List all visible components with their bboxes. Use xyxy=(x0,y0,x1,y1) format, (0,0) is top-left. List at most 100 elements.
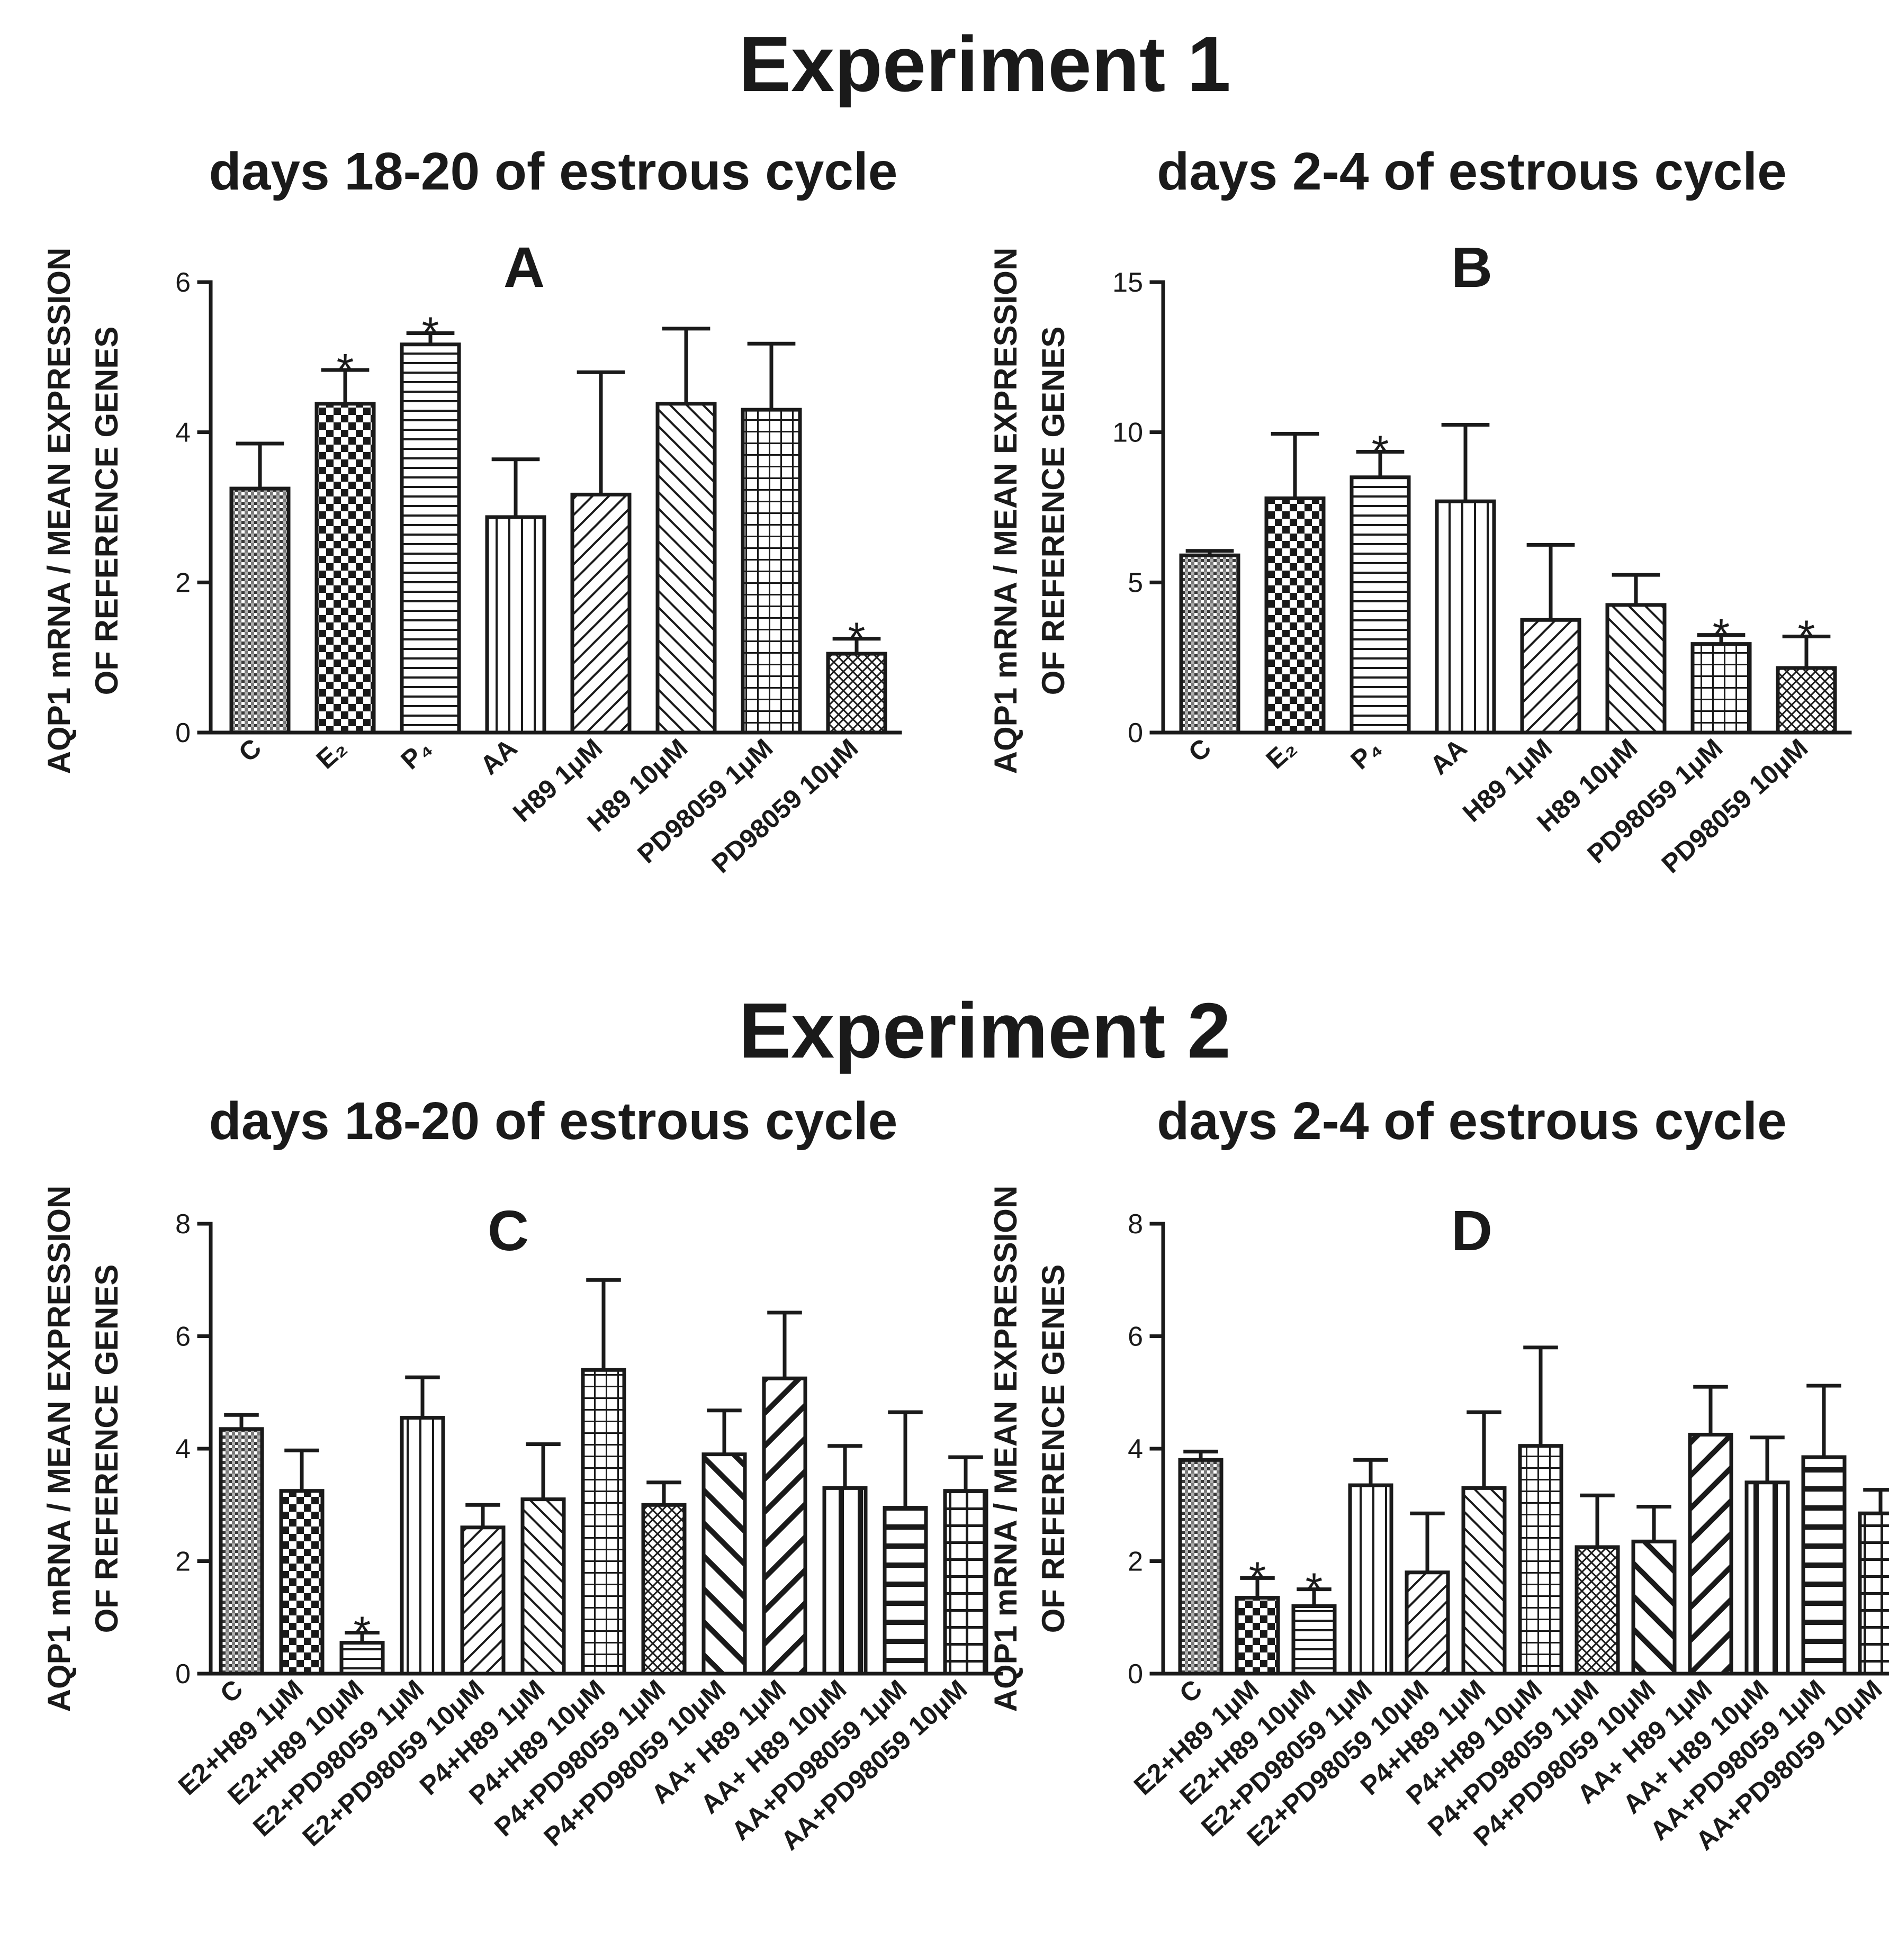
bar-11 xyxy=(1744,1480,1790,1676)
bar-12 xyxy=(1801,1455,1847,1676)
bar-6 xyxy=(1605,603,1667,735)
panel-subtitle: days 2-4 of estrous cycle xyxy=(1157,1091,1786,1151)
panel-letter: A xyxy=(503,235,545,299)
bar-2 xyxy=(1235,1596,1280,1676)
error-bar-4 xyxy=(1441,422,1490,502)
error-bar-7 xyxy=(747,341,796,410)
bar-13 xyxy=(943,1489,988,1676)
error-bar-7 xyxy=(1523,1345,1558,1446)
error-bar-3 xyxy=(1297,1587,1332,1606)
bar-1 xyxy=(1179,553,1240,735)
bar-5 xyxy=(570,492,632,735)
chart-panel-a: days 18-20 of estrous cycle A AQP1 mRNA / … xyxy=(41,142,902,879)
y-tick-label: 10 xyxy=(1112,418,1143,448)
bar-5 xyxy=(1405,1570,1450,1676)
error-bar-9 xyxy=(707,1408,742,1455)
bar-1 xyxy=(219,1427,264,1676)
error-bar-6 xyxy=(662,327,710,404)
significance-mark: * xyxy=(354,1607,371,1657)
y-tick-label: 8 xyxy=(175,1209,191,1240)
error-bar-4 xyxy=(1353,1458,1388,1486)
error-bar-13 xyxy=(948,1455,983,1491)
error-bar-11 xyxy=(1750,1435,1785,1483)
error-bar-6 xyxy=(1467,1410,1501,1488)
bar-10 xyxy=(762,1376,807,1676)
y-tick-label: 2 xyxy=(175,567,191,598)
significance-mark: * xyxy=(1798,611,1815,661)
bar-4 xyxy=(485,515,546,735)
bar-8 xyxy=(641,1503,687,1676)
x-category-label: C xyxy=(233,733,267,768)
bar-6 xyxy=(655,402,717,735)
panel-subtitle: days 2-4 of estrous cycle xyxy=(1157,142,1786,201)
y-tick-label: 0 xyxy=(1128,718,1143,748)
bar-11 xyxy=(822,1486,868,1676)
significance-mark: * xyxy=(848,613,866,663)
panel-letter: C xyxy=(488,1198,529,1262)
x-category-label: AA xyxy=(1424,733,1472,781)
error-bar-10 xyxy=(1693,1385,1728,1435)
chart-panel-d: days 2-4 of estrous cycle D AQP1 mRNA / ME… xyxy=(988,1091,1889,1856)
y-tick-label: 4 xyxy=(175,418,191,448)
y-tick-label: 5 xyxy=(1128,567,1143,598)
bar-3 xyxy=(400,342,461,735)
chart-panel-b: days 2-4 of estrous cycle B AQP1 mRNA / ME… xyxy=(988,142,1852,879)
bar-4 xyxy=(1435,499,1496,735)
error-bar-8 xyxy=(1580,1493,1615,1547)
error-bar-12 xyxy=(1806,1384,1841,1457)
error-bar-5 xyxy=(577,370,625,495)
y-tick-label: 4 xyxy=(1128,1434,1143,1465)
y-axis-title-line-2: OF REFERENCE GENES xyxy=(1036,1264,1071,1633)
error-bar-4 xyxy=(491,457,540,517)
error-bar-2 xyxy=(1271,432,1319,499)
error-bar-1 xyxy=(1185,549,1234,556)
y-tick-label: 6 xyxy=(1128,1322,1143,1352)
significance-mark: * xyxy=(422,308,439,357)
significance-mark: * xyxy=(1713,610,1730,660)
panel-subtitle: days 18-20 of estrous cycle xyxy=(209,1091,898,1151)
x-category-label: E₂ xyxy=(1261,733,1302,775)
bar-2 xyxy=(279,1489,325,1676)
error-bar-11 xyxy=(827,1444,862,1488)
x-category-label: PD98059 10μM xyxy=(706,733,864,879)
x-category-label: P₄ xyxy=(1345,733,1387,775)
y-axis-title-line-1: AQP1 mRNA / MEAN EXPRESSION xyxy=(41,248,77,774)
bar-8 xyxy=(826,652,887,735)
y-tick-label: 6 xyxy=(175,267,191,298)
y-axis-title-line-2: OF REFERENCE GENES xyxy=(1036,327,1071,696)
y-tick-label: 2 xyxy=(175,1547,191,1577)
error-bar-2 xyxy=(321,368,370,404)
error-bar-7 xyxy=(586,1278,621,1370)
error-bar-3 xyxy=(406,331,455,345)
x-category-label: C xyxy=(214,1674,248,1709)
bar-9 xyxy=(1631,1539,1677,1676)
error-bar-2 xyxy=(284,1448,319,1491)
y-tick-label: 8 xyxy=(1128,1209,1143,1240)
error-bar-5 xyxy=(465,1503,500,1528)
bar-4 xyxy=(1348,1483,1393,1676)
experiment-2-title: Experiment 2 xyxy=(739,987,1230,1074)
y-axis-title-line-2: OF REFERENCE GENES xyxy=(89,327,124,696)
bar-6 xyxy=(1461,1486,1507,1676)
significance-mark: * xyxy=(1372,427,1389,476)
error-bar-10 xyxy=(767,1311,802,1379)
y-axis-title-line-1: AQP1 mRNA / MEAN EXPRESSION xyxy=(41,1186,77,1712)
bar-2 xyxy=(314,402,376,735)
panel-letter: D xyxy=(1451,1198,1492,1262)
bar-12 xyxy=(883,1506,928,1676)
error-bar-12 xyxy=(888,1410,923,1508)
bar-1 xyxy=(229,486,291,735)
bar-7 xyxy=(741,408,802,735)
error-bar-6 xyxy=(526,1442,561,1500)
error-bar-3 xyxy=(1356,450,1405,477)
x-category-label: C xyxy=(1174,1674,1208,1709)
bar-7 xyxy=(1518,1444,1563,1676)
bar-5 xyxy=(460,1525,506,1676)
y-axis-title-line-1: AQP1 mRNA / MEAN EXPRESSION xyxy=(988,1186,1023,1712)
bar-3 xyxy=(1350,475,1411,735)
bar-13 xyxy=(1858,1511,1889,1676)
error-bar-3 xyxy=(345,1630,380,1643)
chart-panel-c: days 18-20 of estrous cycle C AQP1 mRNA / … xyxy=(41,1091,1003,1856)
y-tick-label: 6 xyxy=(175,1322,191,1352)
